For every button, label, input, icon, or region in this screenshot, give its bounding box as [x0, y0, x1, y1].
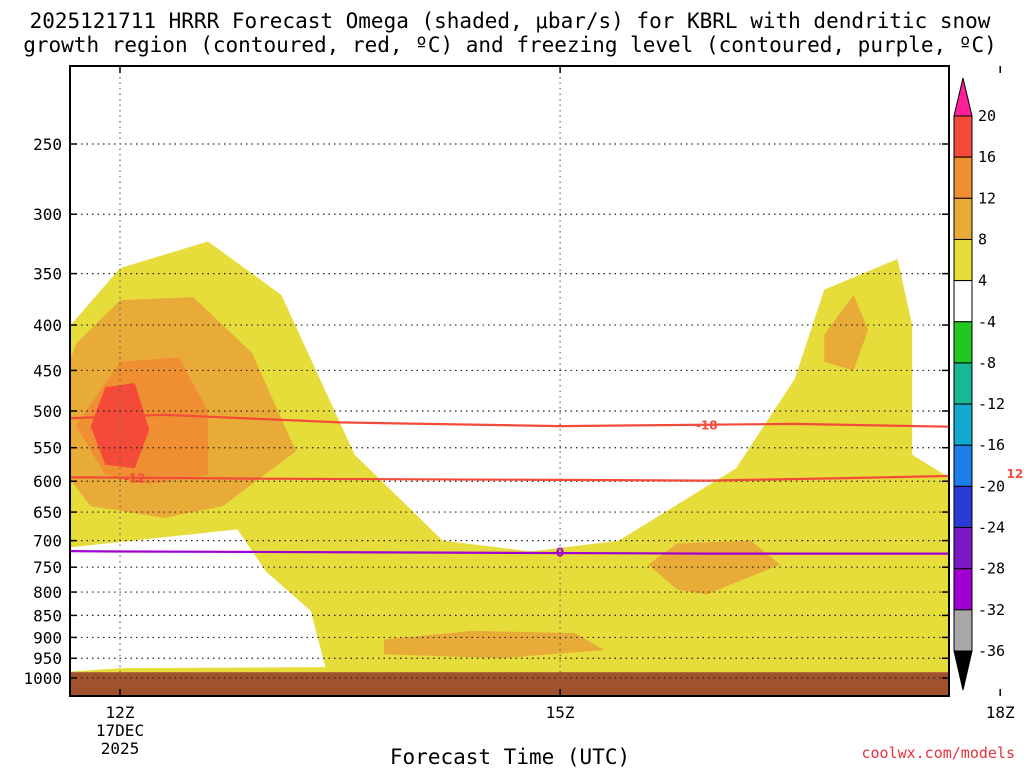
- x-tick-year: 2025: [101, 739, 140, 758]
- y-tick-label: 850: [33, 606, 62, 625]
- colorbar-label: 12: [978, 189, 996, 207]
- colorbar-segment: [953, 650, 973, 691]
- x-tick-label: 15Z: [546, 703, 575, 722]
- colorbar-label: -16: [978, 436, 1005, 454]
- x-axis: 12Z17DEC202515Z18Z21Z00Z18DEC03Z: [96, 66, 1015, 758]
- x-tick-date: 17DEC: [96, 721, 144, 740]
- y-tick-label: 650: [33, 503, 62, 522]
- contour-lines: [70, 413, 949, 555]
- contour-label: 12: [1007, 467, 1024, 481]
- colorbar-segment: [953, 485, 973, 529]
- contour-label: -12: [124, 472, 146, 486]
- colorbar-label: 4: [978, 272, 987, 290]
- chart-title-line2: growth region (contoured, red, ºC) and f…: [23, 33, 997, 57]
- y-axis: 250 300 350 400 450 500 550 600 650 700 750 800 850 9…: [23, 135, 949, 688]
- colorbar-segment: [953, 238, 973, 282]
- y-tick-label: 800: [33, 583, 62, 602]
- colorbar-segment: [953, 321, 973, 364]
- colorbar-label: 8: [978, 230, 987, 248]
- dgz-contour--18: [70, 413, 949, 428]
- ground-surface: [70, 672, 949, 696]
- colorbar-segment: [953, 115, 973, 158]
- y-tick-label: 400: [33, 316, 62, 335]
- colorbar-label: -12: [978, 395, 1005, 413]
- y-tick-label: 900: [33, 628, 62, 647]
- colorbar-label: -8: [978, 354, 996, 372]
- y-tick-label: 250: [33, 135, 62, 154]
- y-tick-label: 600: [33, 472, 62, 491]
- omega-region-8: [824, 295, 869, 371]
- y-tick-label: 1000: [23, 669, 62, 688]
- contour-label: 0: [556, 546, 564, 560]
- plot-frame: [69, 65, 950, 697]
- colorbar-segment: [953, 403, 973, 446]
- colorbar: 20 16 12 8 4 -4 -8 -12 -16 -20 -24 -28 -32 -36: [953, 77, 1005, 691]
- y-tick-label: 300: [33, 205, 62, 224]
- contour-label: -18: [696, 418, 718, 432]
- y-tick-label: 700: [33, 532, 62, 551]
- colorbar-label: 20: [978, 107, 996, 125]
- colorbar-label: -36: [978, 642, 1005, 660]
- colorbar-label: 16: [978, 148, 996, 166]
- colorbar-segment: [953, 362, 973, 405]
- y-tick-label: 450: [33, 361, 62, 380]
- colorbar-segment: [953, 609, 973, 652]
- y-tick-label: 500: [33, 402, 62, 421]
- chart-title-line1: 2025121711 HRRR Forecast Omega (shaded, …: [30, 9, 991, 33]
- colorbar-segment: [953, 527, 973, 570]
- credit-text: coolwx.com/models: [861, 744, 1015, 762]
- y-tick-label: 750: [33, 558, 62, 577]
- grid-lines: [70, 66, 949, 696]
- ground-layer: [70, 672, 949, 696]
- colorbar-segment: [953, 77, 973, 117]
- freezing-level-contour: [70, 550, 949, 555]
- colorbar-label: -20: [978, 477, 1005, 495]
- dgz-contour--12: [70, 474, 949, 482]
- colorbar-segment: [953, 280, 973, 323]
- omega-region-16: [90, 383, 150, 469]
- x-tick-label: 12Z: [106, 703, 135, 722]
- omega-shading: [70, 241, 949, 673]
- colorbar-segment: [953, 568, 973, 611]
- y-tick-label: 950: [33, 649, 62, 668]
- x-axis-label: Forecast Time (UTC): [390, 745, 630, 768]
- colorbar-label: -28: [978, 560, 1005, 578]
- colorbar-label: -4: [978, 313, 996, 331]
- colorbar-segment: [953, 156, 973, 199]
- x-tick-label: 18Z: [986, 703, 1015, 722]
- y-tick-label: 350: [33, 265, 62, 284]
- colorbar-label: -24: [978, 519, 1005, 537]
- colorbar-segment: [953, 444, 973, 487]
- colorbar-segment: [953, 197, 973, 240]
- colorbar-label: -32: [978, 601, 1005, 619]
- y-tick-label: 550: [33, 439, 62, 458]
